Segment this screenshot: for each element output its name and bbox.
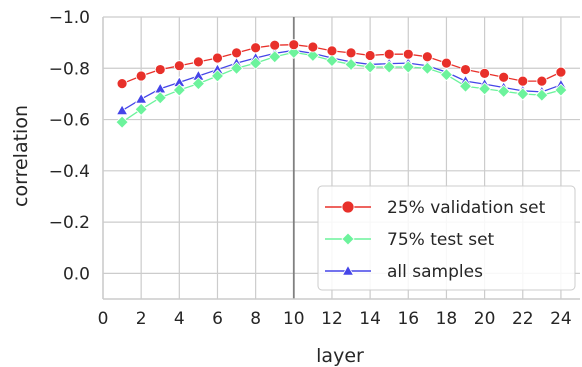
data-point-validation <box>402 48 414 60</box>
data-point-test <box>363 60 377 74</box>
data-point-test <box>287 45 301 59</box>
data-point-validation <box>345 47 357 59</box>
legend-label-validation: 25% validation set <box>387 198 546 218</box>
series-validation <box>116 39 567 90</box>
data-point-test <box>249 56 263 70</box>
data-point-test <box>134 102 148 116</box>
data-point-all <box>134 92 148 104</box>
data-point-test <box>535 88 549 102</box>
data-point-validation <box>383 48 395 60</box>
axis-labels: layer correlation <box>10 105 364 367</box>
x-tick-label: 0 <box>98 309 109 329</box>
x-tick-label: 10 <box>283 309 305 329</box>
y-axis-label: correlation <box>10 105 32 207</box>
x-tick-label: 4 <box>174 309 185 329</box>
x-tick-label: 12 <box>321 309 343 329</box>
legend-label-test: 75% test set <box>387 230 495 250</box>
y-tick-label: −0.6 <box>49 111 90 131</box>
data-point-validation <box>250 42 262 54</box>
data-point-validation <box>479 68 491 79</box>
data-point-validation <box>135 70 147 82</box>
data-point-test <box>153 91 167 105</box>
data-point-test <box>497 84 511 98</box>
legend-marker-validation <box>341 200 355 214</box>
data-point-validation <box>326 45 338 57</box>
legend-item-validation: 25% validation set <box>325 198 546 218</box>
series-line-all <box>121 49 562 112</box>
y-tick-label: −1.0 <box>49 8 90 28</box>
x-tick-label: 16 <box>397 309 419 329</box>
data-point-test <box>439 68 454 82</box>
y-tick-label: −0.8 <box>49 59 90 79</box>
x-tick-label: 2 <box>136 309 147 329</box>
plot-frame <box>102 17 580 300</box>
data-point-test <box>325 54 339 68</box>
data-point-test <box>344 57 358 71</box>
legend-marker-all <box>341 264 355 276</box>
y-tick-label: −0.2 <box>49 213 90 233</box>
tick-labels: 0 2 4 6 8 10 12 14 16 18 20 22 24−1.0−0.8−0.6−0.4−0.… <box>49 8 572 329</box>
legend-item-test: 75% test set <box>325 230 495 250</box>
series-line-test <box>121 51 562 123</box>
x-tick-label: 18 <box>436 309 458 329</box>
series-line-validation <box>121 44 562 85</box>
data-point-test <box>382 60 396 74</box>
series-group <box>115 39 568 129</box>
data-point-validation <box>498 71 510 83</box>
data-point-test <box>401 60 415 74</box>
data-point-all <box>115 104 129 116</box>
data-point-validation <box>116 78 128 90</box>
y-tick-label: 0.0 <box>63 264 90 284</box>
x-tick-label: 24 <box>550 309 572 329</box>
y-tick-label: −0.4 <box>49 162 90 182</box>
x-tick-label: 6 <box>212 309 223 329</box>
x-tick-label: 14 <box>359 309 381 329</box>
x-axis-label: layer <box>316 345 364 367</box>
data-point-test <box>172 83 186 97</box>
data-point-test <box>115 115 129 129</box>
data-point-validation <box>269 39 281 51</box>
data-point-test <box>229 61 244 75</box>
data-point-validation <box>288 39 300 51</box>
data-point-validation <box>212 52 223 64</box>
legend: 25% validation set 75% test set all sample… <box>317 185 576 291</box>
data-point-validation <box>517 75 529 87</box>
data-point-test <box>268 50 282 64</box>
data-point-test <box>210 69 225 83</box>
x-tick-label: 22 <box>512 309 534 329</box>
data-point-validation <box>536 75 548 87</box>
data-point-test <box>458 79 473 93</box>
data-point-validation <box>173 60 185 72</box>
data-point-validation <box>421 51 433 63</box>
data-point-test <box>478 82 492 96</box>
legend-box <box>317 185 576 291</box>
x-tick-label: 8 <box>250 309 261 329</box>
data-point-validation <box>154 64 166 75</box>
data-point-validation <box>460 64 471 75</box>
data-point-validation <box>441 57 452 69</box>
legend-item-all: all samples <box>325 262 483 282</box>
series-test <box>115 45 568 129</box>
data-point-test <box>191 77 205 91</box>
data-point-validation <box>192 56 204 68</box>
data-point-test <box>420 61 434 75</box>
legend-marker-test <box>341 232 355 246</box>
legend-label-all: all samples <box>387 262 483 282</box>
data-point-test <box>306 48 320 63</box>
data-point-validation <box>364 50 376 61</box>
data-point-validation <box>307 41 319 53</box>
data-point-test <box>554 83 568 97</box>
data-point-validation <box>231 47 242 59</box>
x-tick-label: 20 <box>474 309 496 329</box>
data-point-test <box>516 87 530 101</box>
data-point-validation <box>555 66 567 78</box>
